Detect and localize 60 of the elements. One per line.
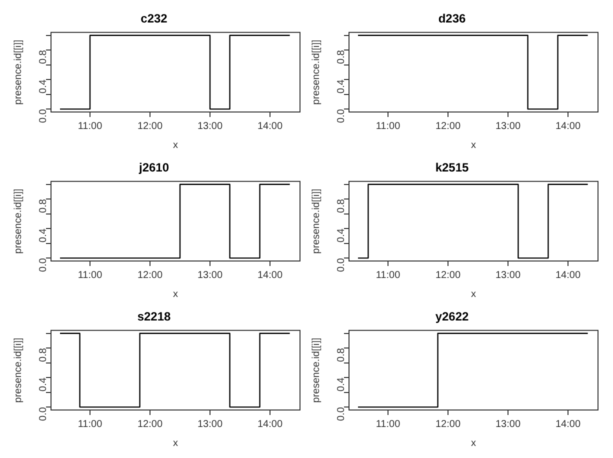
- x-tick-label: 11:00: [376, 418, 401, 430]
- y-tick-label: 0.0: [38, 108, 49, 123]
- y-tick-label: 0.4: [38, 228, 49, 242]
- y-tick-label: 0.4: [38, 377, 49, 392]
- x-tick-label: 12:00: [435, 270, 461, 281]
- y-tick-label: 0.8: [38, 348, 49, 362]
- chart-title: k2515: [435, 160, 470, 175]
- x-tick-label: 13:00: [495, 418, 521, 430]
- x-tick-label: 11:00: [78, 120, 103, 132]
- y-tick-label: 0.4: [336, 228, 347, 242]
- x-tick-label: 13:00: [197, 120, 223, 132]
- chart-title: s2218: [137, 310, 172, 324]
- y-tick-label: 0.8: [38, 50, 49, 64]
- x-tick-label: 12:00: [137, 418, 163, 430]
- y-axis-title: presence.id[[i]]: [310, 39, 322, 105]
- x-tick-label: 13:00: [495, 270, 521, 281]
- x-tick-label: 12:00: [137, 120, 163, 132]
- y-tick-label: 0.0: [336, 108, 347, 123]
- x-tick-label: 13:00: [495, 120, 521, 132]
- x-tick-label: 13:00: [197, 270, 223, 281]
- x-tick-label: 11:00: [376, 270, 401, 281]
- y-tick-label: 0.8: [38, 198, 49, 213]
- x-tick-label: 11:00: [376, 120, 401, 132]
- x-tick-label: 12:00: [435, 418, 461, 430]
- chart-title: y2622: [435, 310, 470, 324]
- x-tick-label: 12:00: [435, 120, 461, 132]
- y-tick-label: 0.8: [336, 50, 347, 64]
- x-axis-title: x: [471, 288, 476, 300]
- chart-title: j2610: [138, 160, 170, 175]
- y-tick-label: 0.4: [38, 79, 49, 94]
- chart-title: c232: [140, 12, 168, 26]
- y-tick-label: 0.4: [336, 79, 347, 94]
- y-tick-label: 0.0: [38, 406, 49, 421]
- x-axis-title: x: [173, 438, 178, 449]
- x-tick-label: 13:00: [197, 418, 223, 430]
- x-tick-label: 14:00: [257, 270, 283, 281]
- y-axis-title: presence.id[[i]]: [12, 337, 24, 403]
- y-tick-label: 0.0: [336, 406, 347, 421]
- y-tick-label: 0.0: [38, 258, 49, 272]
- y-axis-title: presence.id[[i]]: [310, 188, 322, 254]
- x-tick-label: 14:00: [555, 418, 581, 430]
- x-tick-label: 14:00: [555, 270, 581, 281]
- x-axis-title: x: [173, 288, 178, 300]
- x-axis-title: x: [471, 140, 476, 151]
- x-tick-label: 14:00: [257, 418, 283, 430]
- y-axis-title: presence.id[[i]]: [12, 39, 24, 105]
- x-tick-label: 11:00: [78, 418, 103, 430]
- y-axis-title: presence.id[[i]]: [12, 188, 24, 254]
- x-tick-label: 14:00: [257, 120, 283, 132]
- x-tick-label: 11:00: [78, 270, 103, 281]
- y-tick-label: 0.8: [336, 348, 347, 362]
- x-tick-label: 12:00: [137, 270, 163, 281]
- y-tick-label: 0.8: [336, 198, 347, 213]
- x-tick-label: 14:00: [555, 120, 581, 132]
- y-tick-label: 0.0: [336, 258, 347, 272]
- chart-title: d236: [438, 12, 466, 26]
- y-tick-label: 0.4: [336, 377, 347, 392]
- x-axis-title: x: [173, 140, 178, 151]
- y-axis-title: presence.id[[i]]: [310, 337, 322, 403]
- x-axis-title: x: [471, 438, 476, 449]
